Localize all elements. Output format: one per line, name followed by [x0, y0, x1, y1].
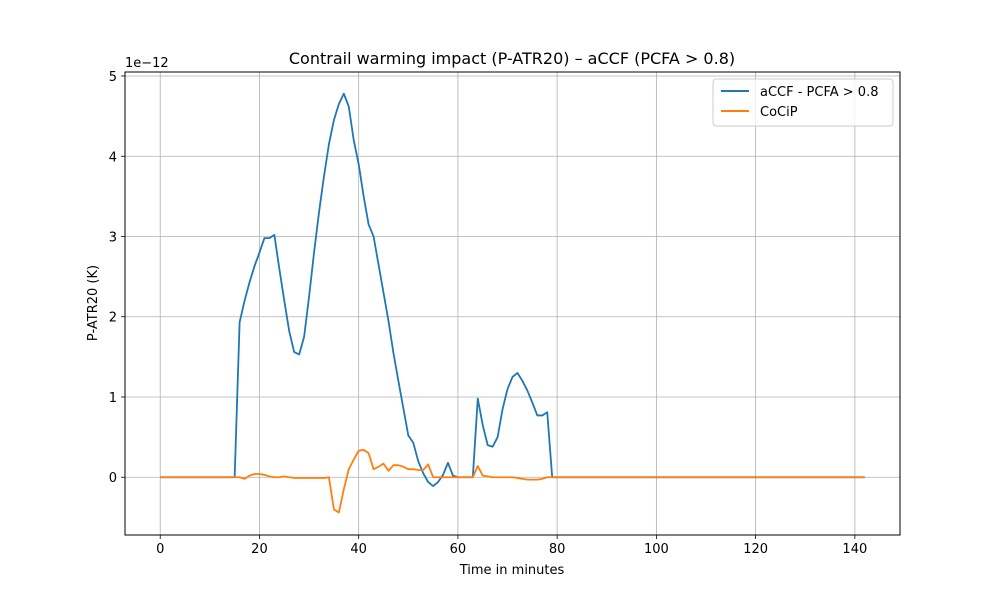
y-axis-label: P-ATR20 (K): [86, 265, 101, 341]
x-tick-label: 40: [350, 542, 367, 557]
chart-title: Contrail warming impact (P-ATR20) – aCCF…: [289, 49, 735, 68]
x-tick-label: 120: [743, 542, 768, 557]
y-tick-label: 4: [109, 150, 117, 165]
x-axis-label: Time in minutes: [459, 563, 565, 578]
y-tick-label: 0: [109, 471, 117, 486]
y-axis-offset-label: 1e−12: [125, 56, 169, 71]
x-tick-label: 60: [450, 542, 467, 557]
x-tick-label: 140: [842, 542, 867, 557]
y-tick-label: 5: [109, 70, 117, 85]
legend: aCCF - PCFA > 0.8 CoCiP: [712, 78, 894, 127]
plot-frame: [124, 71, 901, 536]
y-tick-label: 1: [109, 391, 117, 406]
x-tick-label: 0: [156, 542, 164, 557]
grid: [125, 72, 900, 535]
x-tick-label: 20: [251, 542, 268, 557]
legend-label-accf: aCCF - PCFA > 0.8: [760, 85, 878, 100]
series-layer: [160, 92, 865, 514]
legend-box: [712, 78, 894, 127]
x-tick-label: 100: [644, 542, 669, 557]
y-tick-label: 3: [109, 230, 117, 245]
y-tick-label: 2: [109, 311, 117, 326]
series-line-accf: [160, 92, 865, 487]
series-line-cocip: [160, 449, 865, 514]
ticks: 0 20 40 60 80 100 120 140 0 1 2 3 4 5: [109, 70, 868, 557]
legend-label-cocip: CoCiP: [760, 105, 798, 120]
x-tick-label: 80: [549, 542, 566, 557]
